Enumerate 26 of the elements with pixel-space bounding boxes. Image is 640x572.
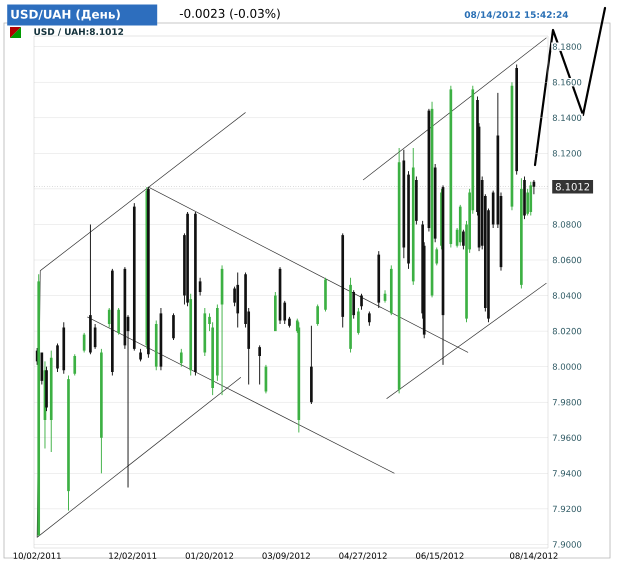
x-tick-label: 01/20/2012 — [186, 552, 234, 560]
text: 08/14/2012 15:42:24 — [464, 11, 568, 19]
y-tick-label: 8.1400 — [552, 114, 582, 121]
x-tick-label: 10/02/2011 — [14, 552, 61, 560]
text: USD / UAH:8.1012 — [34, 28, 124, 36]
x-tick-label: 08/14/2012 — [510, 552, 558, 560]
y-tick-label: 8.0000 — [552, 363, 582, 370]
chart-subtitle: -0.0023 (-0.03%) — [180, 8, 280, 20]
y-tick-label: 8.0800 — [552, 221, 582, 228]
chart-title: USD/UAH (День) — [11, 10, 120, 20]
x-tick-label: 06/15/2012 — [416, 552, 464, 560]
y-tick-label: 7.9200 — [552, 506, 582, 512]
x-tick-label: 04/27/2012 — [339, 552, 387, 560]
y-tick-label: 7.9400 — [552, 470, 582, 477]
x-tick-label: 12/02/2011 — [109, 552, 156, 560]
y-tick-label: 7.9000 — [552, 541, 582, 548]
y-tick-label: 8.0600 — [552, 256, 582, 264]
y-tick-label: 7.9800 — [552, 399, 582, 406]
x-tick-label: 03/09/2012 — [262, 552, 310, 560]
ref-line-label: 8.1012 — [556, 182, 590, 191]
y-tick-label: 8.1800 — [552, 43, 582, 50]
y-tick-label: 8.1200 — [552, 150, 582, 157]
y-tick-label: 8.1600 — [552, 79, 582, 86]
y-tick-label: 8.0400 — [552, 292, 582, 299]
y-tick-label: 7.9600 — [552, 434, 582, 441]
y-tick-label: 8.0200 — [552, 328, 582, 334]
